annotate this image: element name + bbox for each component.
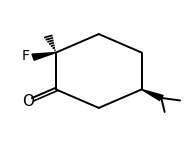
Text: O: O bbox=[22, 94, 34, 109]
Polygon shape bbox=[142, 89, 163, 100]
Polygon shape bbox=[32, 53, 56, 60]
Text: F: F bbox=[22, 49, 30, 63]
